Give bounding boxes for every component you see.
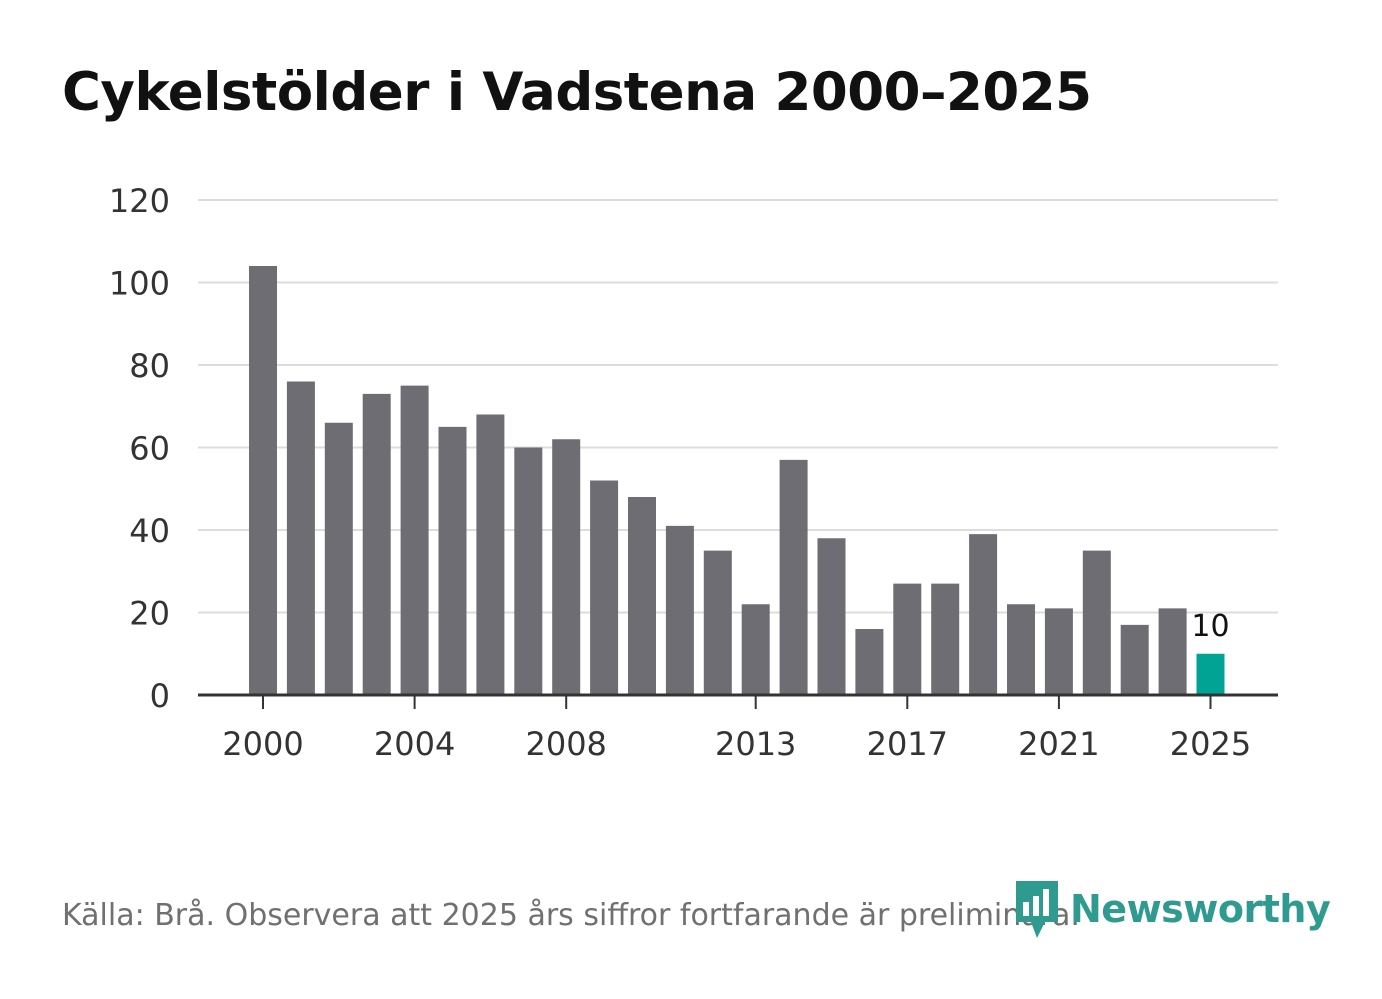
- bar-2008: [552, 439, 581, 695]
- bar-2013: [741, 604, 770, 695]
- bar-2022: [1082, 550, 1111, 695]
- bar-2019: [969, 534, 998, 695]
- bar-2002: [324, 422, 353, 695]
- bar-2001: [286, 381, 315, 695]
- x-tick-label-2004: 2004: [374, 725, 455, 763]
- value-label-2025: 10: [1191, 609, 1229, 644]
- x-tick-label-2021: 2021: [1018, 725, 1099, 763]
- y-tick-label-60: 60: [129, 430, 170, 468]
- bar-2018: [931, 583, 960, 695]
- bar-2025: [1196, 653, 1225, 695]
- bar-2016: [855, 629, 884, 695]
- x-tick-label-2008: 2008: [525, 725, 606, 763]
- brand-name: Newsworthy: [1070, 887, 1331, 931]
- y-tick-label-80: 80: [129, 347, 170, 385]
- bar-2024: [1158, 608, 1187, 695]
- y-tick-label-40: 40: [129, 512, 170, 550]
- bar-2010: [628, 497, 656, 695]
- x-tick-label-2017: 2017: [867, 725, 948, 763]
- bar-2009: [590, 480, 619, 695]
- bar-2015: [817, 538, 846, 695]
- bar-2012: [703, 550, 732, 695]
- bar-2007: [514, 447, 543, 695]
- bar-2006: [476, 414, 505, 695]
- bar-2014: [779, 459, 808, 695]
- x-tick-label-2000: 2000: [222, 725, 303, 763]
- bar-2021: [1044, 608, 1073, 695]
- source-note: Källa: Brå. Observera att 2025 års siffr…: [62, 898, 1080, 933]
- bar-2000: [249, 266, 277, 695]
- x-axis-ticks: 2000 2004 2008 2013 2017 2021 2025: [222, 695, 1251, 763]
- y-tick-label-20: 20: [129, 595, 170, 633]
- y-tick-label-120: 120: [109, 182, 170, 220]
- x-tick-label-2013: 2013: [715, 725, 796, 763]
- chart-title: Cykelstölder i Vadstena 2000–2025: [62, 62, 1092, 123]
- bar-2020: [1007, 604, 1035, 695]
- bar-2005: [438, 426, 467, 695]
- bar-2011: [665, 525, 694, 695]
- bar-2004: [400, 385, 429, 695]
- y-axis-ticks: 0 20 40 60 80 100 120: [109, 182, 170, 715]
- grid-lines: [198, 199, 1278, 614]
- bars: [249, 266, 1225, 695]
- x-tick-label-2025: 2025: [1170, 725, 1251, 763]
- newsworthy-logo-icon: [1016, 881, 1058, 938]
- y-tick-label-0: 0: [150, 677, 170, 715]
- bar-2023: [1120, 624, 1149, 695]
- brand-logo: Newsworthy: [1012, 878, 1331, 940]
- bar-2017: [893, 583, 922, 695]
- bar-2003: [362, 393, 391, 695]
- y-tick-label-100: 100: [109, 265, 170, 303]
- value-labels: 10: [1191, 609, 1229, 644]
